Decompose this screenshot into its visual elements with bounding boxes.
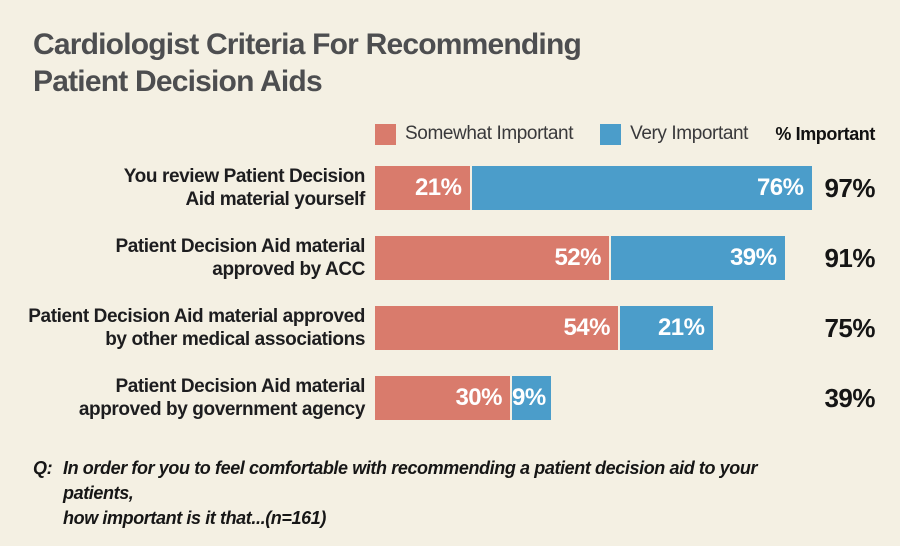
totals-column-header: % Important — [775, 123, 875, 144]
question-text-line1: In order for you to feel comfortable wit… — [63, 458, 758, 503]
category-label-line2: approved by ACC — [212, 259, 365, 280]
legend-label-very: Very Important — [630, 123, 749, 144]
row-total: 97% — [824, 173, 875, 203]
bar-track: 30% 9% — [375, 376, 551, 420]
category-label-line1: You review Patient Decision — [123, 166, 366, 187]
question-text-line2: how important is it that...(n=161) — [63, 508, 326, 528]
chart-title-line2: Patient Decision Aids — [33, 65, 323, 98]
bar-rows: You review Patient Decision Aid material… — [0, 153, 900, 433]
row-total: 39% — [824, 383, 875, 413]
category-label: Patient Decision Aid material approved b… — [20, 375, 366, 421]
question-text: In order for you to feel comfortable wit… — [63, 456, 823, 531]
bar-row-other-medical-associations: Patient Decision Aid material approved b… — [0, 293, 900, 363]
legend-item-very-important: Very Important — [600, 123, 748, 145]
category-label-line1: Patient Decision Aid material — [115, 236, 365, 257]
very-important-segment: 39% — [609, 236, 785, 280]
chart-title: Cardiologist Criteria For Recommending P… — [33, 26, 582, 100]
somewhat-important-segment: 30% — [375, 376, 510, 420]
somewhat-important-segment: 54% — [375, 306, 618, 350]
very-important-segment: 21% — [618, 306, 713, 350]
category-label: Patient Decision Aid material approved b… — [20, 235, 365, 281]
bar-track: 54% 21% — [375, 306, 713, 350]
very-important-segment: 9% — [510, 376, 551, 420]
row-total: 91% — [824, 243, 875, 273]
survey-question-footnote: Q: In order for you to feel comfortable … — [33, 456, 823, 531]
category-label-line2: Aid material yourself — [185, 189, 365, 210]
category-label-line2: approved by government agency — [78, 399, 366, 420]
category-label-line2: by other medical associations — [105, 329, 365, 350]
bar-track: 21% 76% — [375, 166, 812, 210]
category-label: Patient Decision Aid material approved b… — [20, 305, 365, 351]
row-total: 75% — [824, 313, 875, 343]
bar-track: 52% 39% — [375, 236, 785, 280]
bar-row-approved-by-acc: Patient Decision Aid material approved b… — [0, 223, 900, 293]
somewhat-important-segment: 21% — [375, 166, 470, 210]
very-important-swatch — [600, 123, 622, 145]
category-label-line1: Patient Decision Aid material — [115, 376, 365, 397]
bar-row-review-yourself: You review Patient Decision Aid material… — [0, 153, 900, 223]
question-prefix: Q: — [33, 458, 53, 478]
legend: Somewhat Important Very Important % Impo… — [375, 122, 875, 146]
legend-label-somewhat: Somewhat Important — [405, 123, 574, 144]
category-label: You review Patient Decision Aid material… — [20, 165, 366, 211]
legend-item-somewhat-important: Somewhat Important — [375, 123, 574, 145]
category-label-line1: Patient Decision Aid material approved — [28, 306, 365, 327]
chart-title-line1: Cardiologist Criteria For Recommending — [33, 28, 582, 61]
somewhat-important-segment: 52% — [375, 236, 609, 280]
very-important-segment: 76% — [469, 166, 812, 210]
somewhat-important-swatch — [375, 123, 396, 145]
bar-row-government-agency: Patient Decision Aid material approved b… — [0, 363, 900, 433]
